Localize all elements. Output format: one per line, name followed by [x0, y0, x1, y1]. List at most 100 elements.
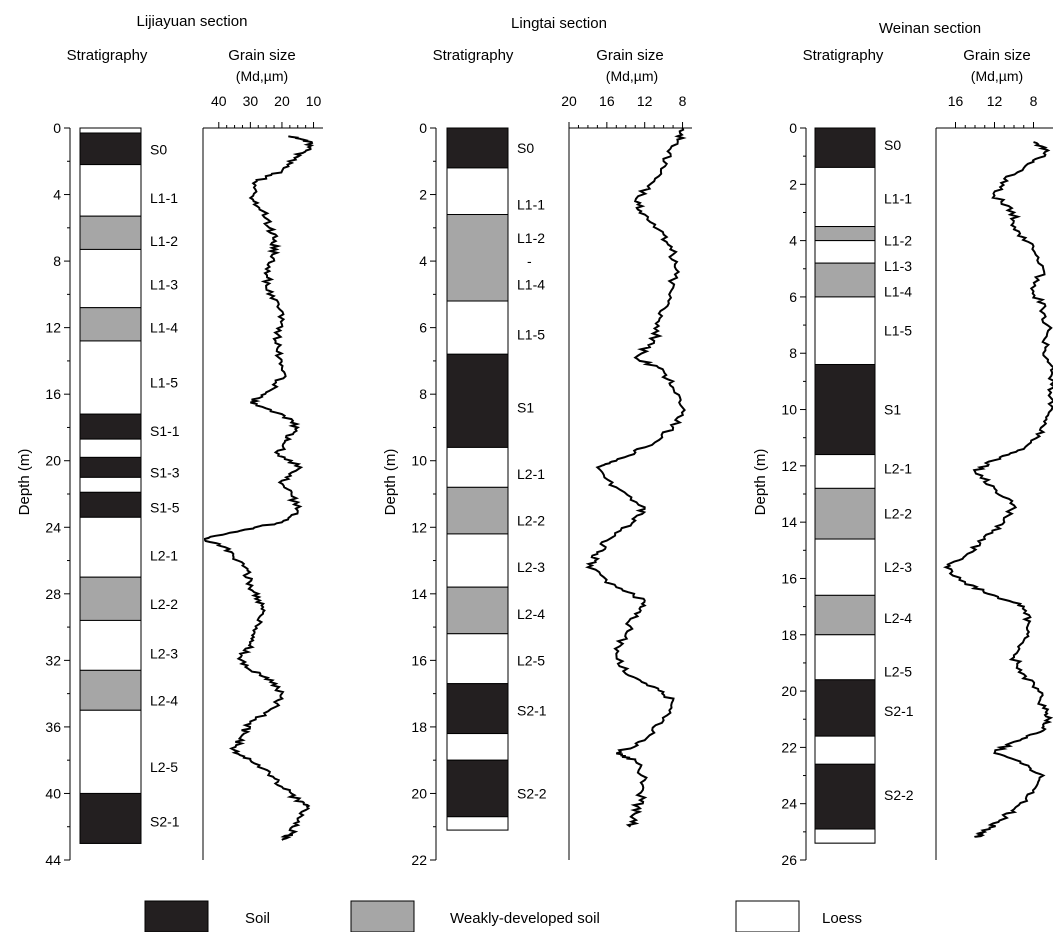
- unit-label: L2-5: [150, 759, 178, 775]
- layer-soil: [79, 491, 142, 518]
- layer-weak: [446, 214, 509, 302]
- layer-weak: [79, 307, 142, 342]
- unit-label: L1-2: [150, 233, 178, 249]
- grain-size-curve: [942, 141, 1053, 838]
- layer-loess: [79, 516, 142, 578]
- grain-ticks: 16 12 8: [948, 93, 1038, 128]
- legend: Soil Weakly-developed soil Loess: [144, 900, 862, 932]
- y-axis-label: Depth (m): [382, 449, 399, 516]
- depth-tick-label: 12: [411, 519, 427, 535]
- depth-tick-label: 44: [45, 852, 61, 868]
- depth-tick-label: 14: [781, 514, 797, 530]
- unit-label: L1-1: [517, 197, 545, 213]
- unit-label: L2-5: [884, 663, 912, 679]
- depth-tick-label: 2: [419, 187, 427, 203]
- layer-weak: [79, 215, 142, 250]
- depth-tick-label: 14: [411, 586, 427, 602]
- depth-tick-label: 8: [789, 345, 797, 361]
- unit-label: S2-1: [884, 703, 914, 719]
- unit-label: L2-4: [150, 692, 178, 708]
- depth-tick-label: 18: [781, 627, 797, 643]
- stratigraphic-column: [814, 127, 876, 844]
- legend-swatch-weak-soil: [350, 900, 415, 932]
- layer-loess: [814, 735, 876, 765]
- depth-tick-label: 16: [45, 386, 61, 402]
- depth-tick-label: 24: [45, 519, 61, 535]
- layer-loess: [446, 533, 509, 588]
- unit-label: L2-4: [517, 606, 545, 622]
- grain-tick-label: 10: [306, 93, 322, 109]
- depth-tick-label: 0: [419, 120, 427, 136]
- unit-label: S1: [517, 399, 534, 415]
- unit-labels: S0 L1-1 L1-2 - L1-4 L1-5 S1 L2-1 L2-2 L2-3 L2-4 L2-…: [517, 140, 547, 801]
- layer-soil: [814, 679, 876, 737]
- layer-loess: [446, 816, 509, 831]
- unit-label: L2-2: [517, 513, 545, 529]
- depth-tick-label: 2: [789, 176, 797, 192]
- depth-tick-label: 36: [45, 719, 61, 735]
- depth-tick-label: 8: [53, 253, 61, 269]
- depth-tick-label: 20: [411, 785, 427, 801]
- y-axis-label: Depth (m): [16, 449, 33, 516]
- depth-tick-label: 6: [789, 289, 797, 305]
- stratigraphy-header: Stratigraphy: [433, 47, 514, 64]
- unit-label: S1-5: [150, 499, 180, 515]
- grain-size-header: Grain size: [596, 47, 664, 64]
- unit-labels: S0 L1-1 L1-2 L1-3 L1-4 L1-5 S1 L2-1 L2-2 L2-3 L2-4…: [884, 137, 914, 803]
- legend-swatch-soil: [144, 900, 209, 932]
- layer-loess: [79, 164, 142, 217]
- unit-label: -: [527, 253, 532, 269]
- stratigraphic-column: [446, 127, 509, 831]
- grain-size-unit: (Md,µm): [236, 68, 288, 84]
- grain-size-header: Grain size: [228, 47, 296, 64]
- layer-weak: [814, 262, 876, 298]
- unit-label: L1-5: [884, 323, 912, 339]
- grain-tick-label: 16: [948, 93, 964, 109]
- unit-label: L1-4: [884, 283, 912, 299]
- layer-soil: [79, 792, 142, 844]
- panel-lijiayuan: Lijiayuan section Stratigraphy Grain siz…: [16, 13, 323, 868]
- layer-soil: [814, 763, 876, 830]
- depth-tick-label: 16: [411, 652, 427, 668]
- layer-loess: [814, 240, 876, 264]
- depth-tick-label: 12: [45, 320, 61, 336]
- legend-swatch-loess: [735, 900, 800, 932]
- layer-weak: [446, 586, 509, 635]
- layer-soil: [446, 127, 509, 169]
- unit-label: S0: [884, 137, 901, 153]
- stratigraphy-header: Stratigraphy: [67, 47, 148, 64]
- layer-weak: [446, 486, 509, 535]
- layer-soil: [814, 363, 876, 456]
- depth-tick-label: 32: [45, 652, 61, 668]
- layer-loess: [446, 733, 509, 761]
- legend-label-weak-soil: Weakly-developed soil: [450, 910, 600, 927]
- layer-soil: [79, 456, 142, 478]
- depth-ticks: 0 4 8 12 16 20 24 28 32 36 40 44: [45, 120, 70, 868]
- layer-loess: [446, 446, 509, 488]
- unit-label: S2-2: [884, 787, 914, 803]
- unit-label: L1-4: [517, 276, 545, 292]
- depth-tick-label: 18: [411, 719, 427, 735]
- grain-tick-label: 40: [211, 93, 227, 109]
- unit-label: L2-3: [884, 559, 912, 575]
- unit-label: L2-2: [884, 506, 912, 522]
- unit-label: L1-2: [884, 233, 912, 249]
- depth-tick-label: 4: [419, 253, 427, 269]
- unit-label: S2-2: [517, 785, 547, 801]
- depth-tick-label: 16: [781, 570, 797, 586]
- layer-loess: [814, 634, 876, 681]
- unit-label: L2-3: [150, 646, 178, 662]
- legend-label-loess: Loess: [822, 910, 862, 927]
- layer-loess: [814, 538, 876, 596]
- layer-loess: [446, 633, 509, 685]
- unit-label: L1-1: [884, 190, 912, 206]
- layer-weak: [814, 487, 876, 540]
- grain-tick-label: 20: [274, 93, 290, 109]
- layer-loess: [79, 340, 142, 415]
- grain-tick-label: 30: [243, 93, 259, 109]
- layer-weak: [79, 669, 142, 711]
- layer-weak: [814, 594, 876, 636]
- depth-tick-label: 20: [781, 683, 797, 699]
